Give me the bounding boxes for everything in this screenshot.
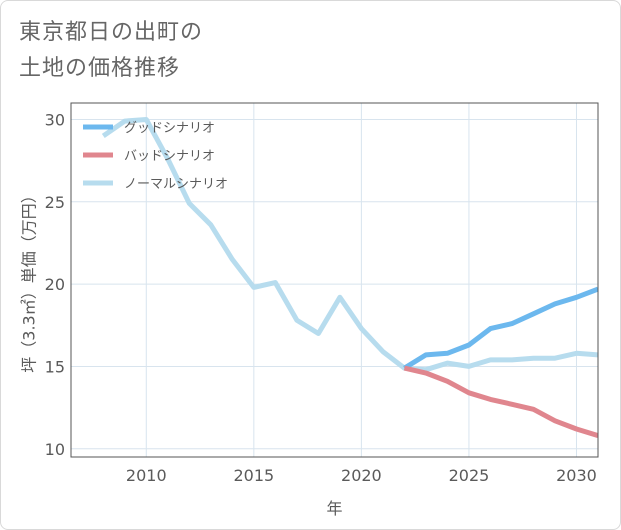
series-layer — [101, 117, 598, 438]
chart-title: 東京都日の出町の 土地の価格推移 — [19, 15, 579, 87]
series-line-good — [403, 286, 598, 371]
plot-frame — [70, 102, 599, 458]
legend-label: グッドシナリオ — [124, 121, 215, 136]
y-axis-label: 坪（3.3㎡）単価（万円） — [20, 187, 39, 372]
x-tick-label: 2010 — [126, 466, 167, 485]
y-tick-label: 20 — [45, 275, 65, 294]
legend-label: バッドシナリオ — [124, 149, 215, 164]
y-tick-label: 25 — [45, 193, 65, 212]
legend-label: ノーマルシナリオ — [124, 177, 228, 192]
chart-title-line-1: 東京都日の出町の — [19, 20, 204, 45]
x-tick-label: 2020 — [341, 466, 382, 485]
y-tick-label: 15 — [45, 357, 65, 376]
y-tick-label: 10 — [45, 440, 65, 459]
series-line-normal — [101, 117, 598, 373]
series-line-bad — [403, 365, 598, 438]
chart-title-line-2: 土地の価格推移 — [19, 56, 181, 81]
x-axis-label: 年 — [326, 499, 342, 518]
x-tick-label: 2030 — [556, 466, 597, 485]
y-tick-label: 30 — [45, 110, 65, 129]
x-tick-label: 2015 — [233, 466, 274, 485]
x-tick-label: 2025 — [449, 466, 490, 485]
grid-lines — [71, 103, 598, 457]
